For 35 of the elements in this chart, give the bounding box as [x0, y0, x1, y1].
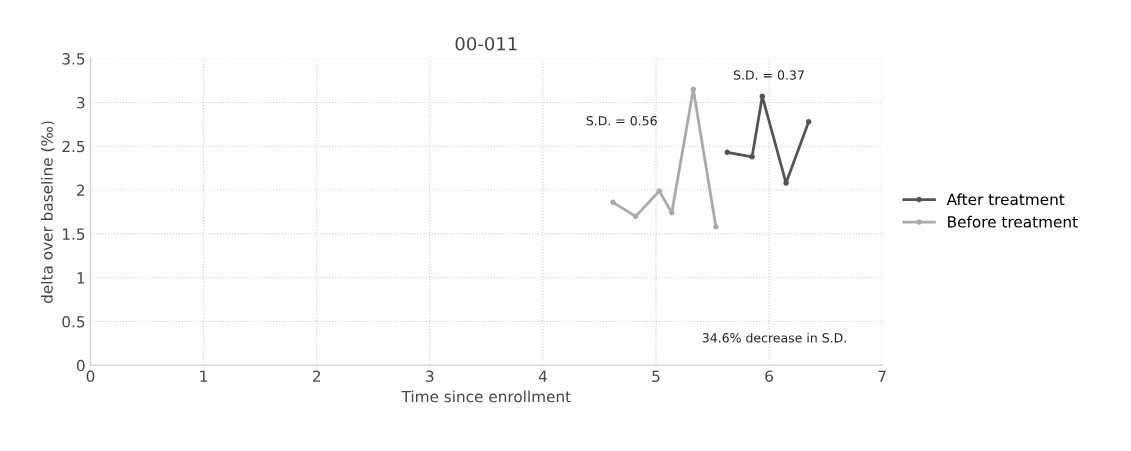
- annotation: S.D. = 0.37: [733, 70, 804, 80]
- legend-label: After treatment: [946, 193, 1065, 206]
- chart-title: 00-011: [455, 36, 517, 51]
- y-axis-title: delta over baseline (‰): [40, 121, 55, 303]
- x-tick-label: 4: [538, 370, 547, 382]
- point: [632, 213, 639, 220]
- y-tick-label: 0: [76, 359, 85, 372]
- point: [610, 199, 616, 206]
- x-tick-label: 3: [426, 370, 434, 382]
- x-tick-label: 2: [312, 370, 321, 382]
- point: [805, 118, 812, 125]
- point: [656, 188, 663, 194]
- x-tick-label: 7: [878, 370, 886, 382]
- point: [749, 153, 755, 160]
- x-tick-label: 0: [86, 370, 95, 382]
- annotation: S.D. = 0.56: [586, 115, 657, 126]
- point: [783, 180, 789, 186]
- point: [690, 86, 697, 93]
- x-axis-title: Time since enrollment: [401, 390, 571, 403]
- x-tick-label: 1: [200, 370, 208, 382]
- y-tick-label: 1: [77, 272, 85, 284]
- y-tick-label: 3.5: [62, 53, 85, 65]
- point: [669, 210, 675, 216]
- x-tick-label: 5: [652, 370, 660, 382]
- y-tick-label: 2.5: [62, 140, 85, 153]
- legend-label: Before treatment: [948, 215, 1078, 228]
- point: [724, 149, 731, 156]
- point: [713, 224, 719, 230]
- y-tick-label: 2: [77, 184, 85, 196]
- point: [759, 93, 766, 100]
- y-tick-label: 0.5: [62, 315, 85, 328]
- annotation: 34.6% decrease in S.D.: [702, 332, 846, 343]
- y-tick-label: 3: [77, 96, 85, 109]
- x-tick-label: 6: [765, 370, 773, 382]
- y-tick-label: 1.5: [63, 228, 85, 240]
